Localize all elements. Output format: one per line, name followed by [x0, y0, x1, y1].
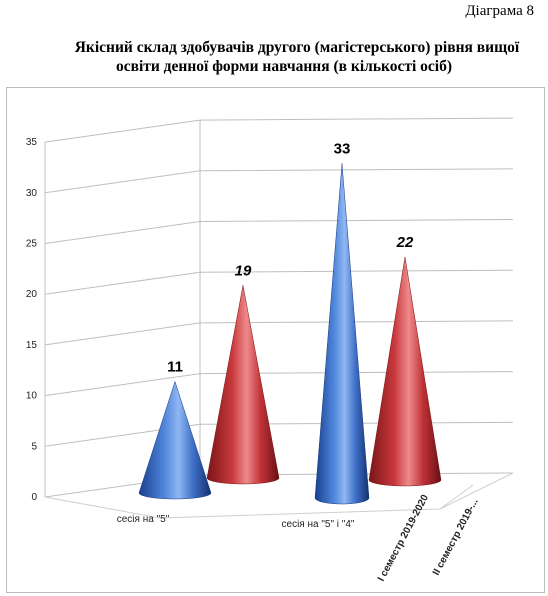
y-tick-label-2: 10	[26, 391, 38, 402]
cone-series2-cat1	[206, 285, 280, 485]
gridline-1	[44, 421, 514, 447]
grid-layer	[44, 117, 514, 498]
cone-series1-cat2	[314, 163, 370, 505]
y-tick-label-5: 25	[26, 239, 38, 250]
value-label-series1-cat2: 33	[334, 140, 351, 157]
cone-layer	[138, 163, 442, 505]
label-layer: 19 22 11 33 сесія на "5" сесія на "5" і "4" I …	[117, 140, 481, 583]
y-tick-label-4: 20	[26, 289, 38, 300]
depth-axis-line	[439, 472, 514, 510]
gridline-4	[44, 269, 514, 295]
chart-title-line-2: освіти денної форми навчання (в кількост…	[115, 58, 453, 75]
y-tick-label-3: 15	[26, 340, 38, 351]
gridline-3	[44, 320, 514, 346]
cone-series1-cat1	[138, 380, 212, 500]
chart-frame	[6, 87, 545, 593]
value-label-series2-cat2: 22	[396, 234, 414, 251]
gridline-2	[44, 371, 514, 397]
category-label-1: сесія на "5"	[117, 514, 170, 525]
value-label-series2-cat1: 19	[235, 262, 252, 279]
y-tick-label-7: 35	[26, 137, 38, 148]
gridline-0	[44, 472, 514, 498]
y-tick-label-0: 0	[31, 492, 37, 503]
y-tick-label-1: 5	[31, 441, 37, 452]
diagram-label: Діаграма 8	[465, 3, 534, 19]
gridline-5	[44, 219, 514, 244]
y-tick-label-6: 30	[26, 188, 38, 199]
chart-title-line-1: Якісний склад здобувачів другого (магіст…	[74, 39, 520, 56]
axis-layer: 0 5 10 15 20 25 30 35	[26, 120, 514, 519]
floor-front-edge	[44, 484, 474, 519]
gridline-7	[44, 117, 514, 143]
gridline-6	[44, 168, 514, 194]
value-label-series1-cat1: 11	[167, 358, 183, 375]
category-label-2: сесія на "5" і "4"	[282, 519, 355, 530]
cone-series2-cat2	[368, 256, 442, 487]
series-axis-label-1: I семестр 2019-2020	[376, 493, 431, 584]
